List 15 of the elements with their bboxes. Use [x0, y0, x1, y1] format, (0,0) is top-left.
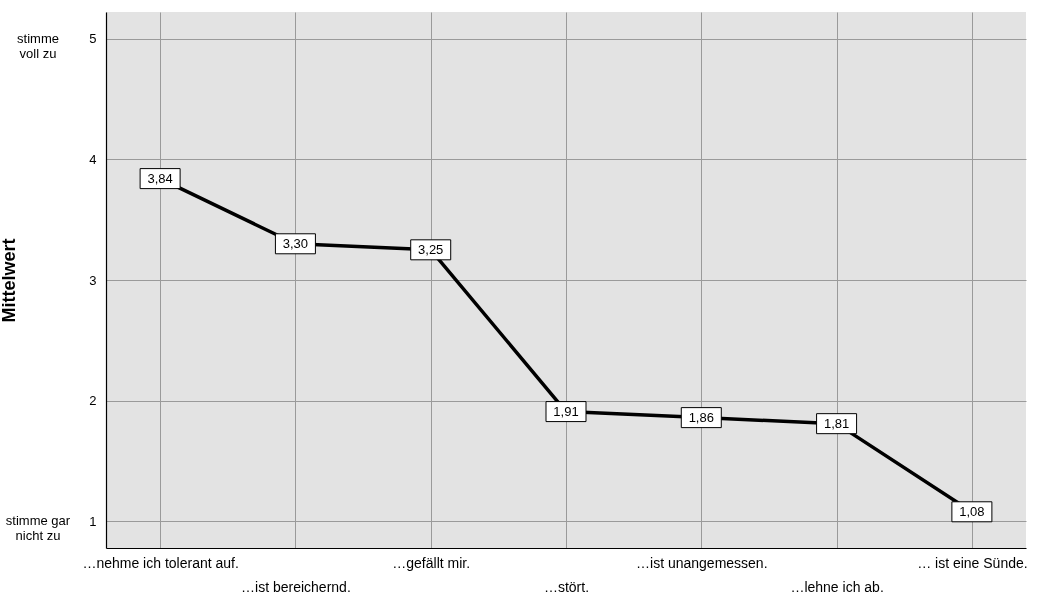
x-tick-label: … ist eine Sünde.	[917, 554, 1028, 571]
text: stimme gar nicht zu	[5, 513, 71, 544]
text: stimme voll zu	[17, 30, 59, 61]
y-tick-label: 1	[89, 513, 97, 529]
y-axis-title: Mittelwert	[0, 238, 20, 323]
x-tick-label: …nehme ich tolerant auf.	[82, 554, 239, 571]
y-tick-label: 2	[89, 393, 97, 409]
x-tick-label: …lehne ich ab.	[790, 578, 884, 595]
x-tick-label: …gefällt mir.	[392, 554, 471, 571]
y-tick-label: 3	[89, 272, 97, 288]
x-tick-label: …ist unangemessen.	[636, 554, 768, 571]
x-tick-label: …stört.	[543, 578, 590, 595]
y-tick-label: 4	[89, 151, 97, 167]
x-tick-label: …ist bereichernd.	[241, 578, 351, 595]
y-tick-label: 5	[89, 31, 97, 47]
